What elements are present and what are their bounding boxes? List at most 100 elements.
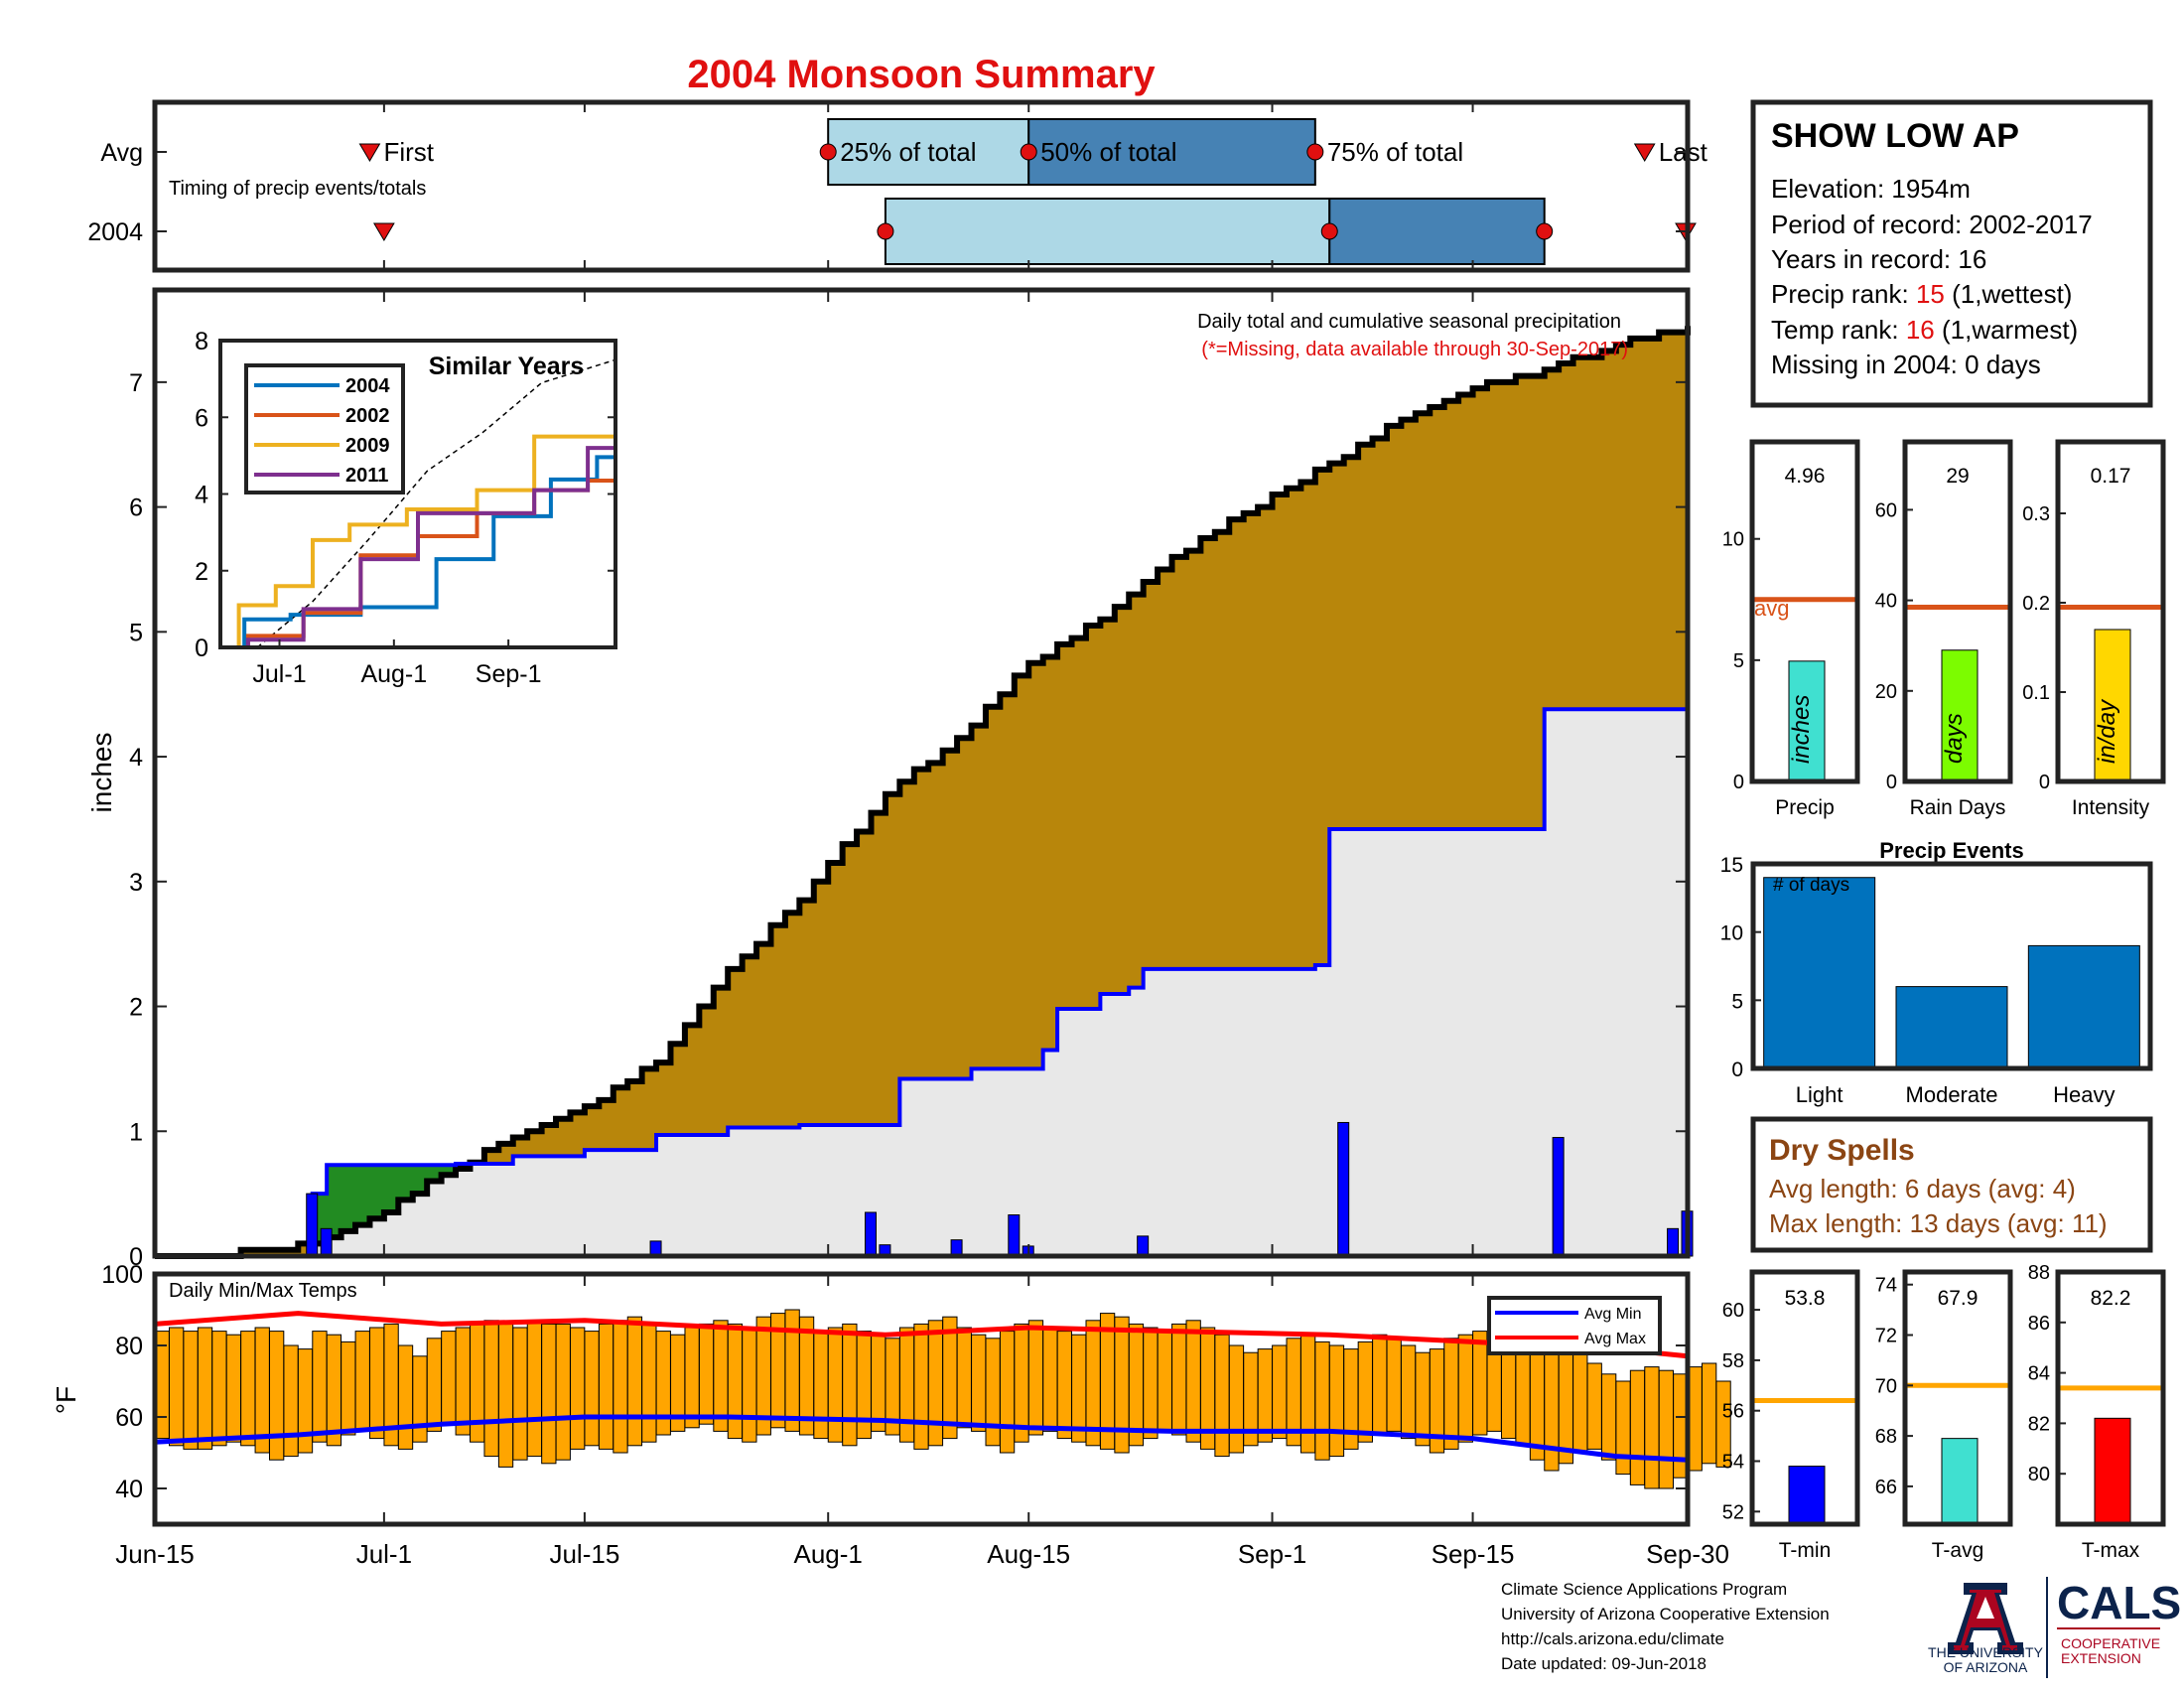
similar-years-inset: 0 2 4 6 8 Jul-1 Aug-1 Sep-1 Similar Years 2004 200…	[195, 328, 617, 688]
daily-temp-bar	[827, 1327, 844, 1443]
daily-temp-bar	[927, 1320, 944, 1447]
events-bar-light	[1763, 877, 1876, 1069]
stat-bar-precip	[1788, 660, 1826, 782]
dry-spells-max-length: Max length: 13 days (avg: 11)	[1769, 1208, 2108, 1238]
daily-temp-bar	[1328, 1344, 1345, 1458]
daily-temp-bar	[1014, 1323, 1029, 1443]
daily-temp-bar	[898, 1327, 915, 1443]
temps-legend-label: Avg Max	[1584, 1331, 1646, 1347]
stat-y-tick-label: 5	[1733, 650, 1744, 672]
timing-row-label: Avg	[100, 139, 143, 167]
daily-temp-bar	[1715, 1380, 1731, 1468]
temp-stat-panels: 52 54 56 58 60 53.8 T-min 66 68 70 72 74 67.9 T-avg 80…	[1722, 1262, 2166, 1562]
daily-temp-bar	[168, 1327, 185, 1447]
daily-temp-bar	[999, 1331, 1016, 1454]
stat-y-tick-label: 0	[2039, 772, 2050, 793]
temp-stat-y-tick-label: 66	[1875, 1477, 1897, 1498]
temps-frame	[152, 1271, 1691, 1527]
station-missing: Missing in 2004: 0 days	[1771, 350, 2041, 379]
temps-title: Daily Min/Max Temps	[169, 1280, 357, 1302]
daily-precip-bar	[320, 1227, 333, 1257]
daily-temp-bar	[1185, 1320, 1201, 1443]
daily-temp-bar	[555, 1323, 571, 1461]
timing-box-50-75	[1328, 198, 1546, 265]
daily-precip-bar	[306, 1193, 319, 1257]
date-tick-label: Jul-15	[549, 1539, 619, 1569]
inset-x-tick-label: Jul-1	[252, 660, 306, 688]
temp-stat-value-label: 82.2	[2091, 1287, 2131, 1310]
daily-temp-bar	[1171, 1323, 1187, 1436]
temp-stat-y-tick-label: 84	[2028, 1363, 2050, 1385]
cals-logo: CALS COOPERATIVE EXTENSION	[2057, 1577, 2181, 1666]
temp-stat-value-label: 53.8	[1785, 1287, 1826, 1310]
inset-frame	[218, 339, 617, 649]
timing-p50-label: 50% of total	[1040, 137, 1176, 167]
events-category-label: Light	[1796, 1082, 1843, 1107]
events-title: Precip Events	[1879, 838, 2024, 863]
university-of-arizona-logo: THE UNIVERSITY OF ARIZONA	[1928, 1583, 2044, 1675]
stat-avg-label: avg	[1754, 596, 1789, 621]
daily-temp-bar	[1314, 1340, 1330, 1461]
temp-stat-y-tick-label: 82	[2028, 1413, 2050, 1435]
daily-temp-bar	[397, 1344, 414, 1450]
daily-temp-bar	[283, 1344, 299, 1458]
stat-panel-frame	[1749, 439, 1860, 784]
daily-temp-bar	[813, 1331, 829, 1440]
main-y-tick-label: 2	[129, 994, 143, 1022]
daily-temp-bar	[1615, 1380, 1631, 1476]
daily-temp-bar	[1415, 1351, 1431, 1447]
daily-temp-bar	[1658, 1369, 1675, 1489]
timing-box-25-50	[827, 118, 1030, 186]
date-tick-label: Aug-15	[987, 1539, 1070, 1569]
daily-temp-bar	[1228, 1344, 1245, 1454]
daily-temp-bar	[412, 1355, 428, 1443]
inset-legend-label: 2004	[345, 375, 390, 397]
daily-temp-bar	[871, 1334, 887, 1432]
events-frame	[1750, 861, 2153, 1071]
daily-temp-bar	[1472, 1331, 1488, 1436]
temp-stat-name-label: T-avg	[1932, 1539, 1984, 1562]
daily-temp-bar	[1558, 1340, 1573, 1465]
daily-temp-bar	[441, 1331, 457, 1425]
timing-box-25-50	[884, 198, 1331, 265]
daily-temp-bar	[985, 1338, 1001, 1447]
daily-temp-bar	[727, 1323, 744, 1440]
daily-precip-bar	[1137, 1235, 1150, 1257]
temps-y-tick-label: 80	[115, 1333, 143, 1360]
station-elevation: Elevation: 1954m	[1771, 174, 1971, 204]
stat-y-tick-label: 0.3	[2022, 503, 2050, 525]
inset-y-tick-label: 6	[195, 404, 208, 432]
stat-value-label: 29	[1946, 465, 1969, 488]
temps-avg-min-line	[154, 1414, 1689, 1463]
inset-y-tick-label: 4	[195, 482, 208, 509]
main-y-tick-label: 1	[129, 1118, 143, 1146]
temp-stat-value-label: 67.9	[1938, 1287, 1979, 1310]
cals-logo-line2: EXTENSION	[2061, 1650, 2141, 1666]
daily-temp-bar	[541, 1323, 557, 1465]
timing-frame	[152, 99, 1691, 273]
daily-precip-bar	[1337, 1121, 1350, 1257]
daily-temp-bar	[570, 1327, 586, 1450]
daily-temp-bar	[641, 1323, 657, 1443]
daily-temp-bar	[684, 1327, 700, 1429]
daily-temp-bar	[354, 1331, 370, 1432]
events-bar-moderate	[1895, 986, 2008, 1069]
daily-temp-bar	[1400, 1344, 1417, 1440]
daily-temp-bar	[312, 1331, 328, 1443]
daily-temp-bar	[1443, 1338, 1459, 1450]
stat-unit-label: in/day	[2094, 698, 2120, 764]
date-tick-label: Aug-1	[794, 1539, 863, 1569]
stat-unit-label: days	[1941, 713, 1968, 764]
stat-y-tick-label: 20	[1875, 681, 1897, 703]
timing-last-marker	[1633, 143, 1656, 162]
date-tick-label: Sep-30	[1646, 1539, 1729, 1569]
inset-x-tick-label: Aug-1	[360, 660, 427, 688]
events-category-label: Moderate	[1906, 1082, 1998, 1107]
daily-temp-bar	[211, 1331, 227, 1447]
stat-value-label: 0.17	[2091, 465, 2131, 488]
date-tick-label: Sep-1	[1238, 1539, 1306, 1569]
daily-temp-bar	[1027, 1320, 1044, 1436]
temps-legend-box	[1487, 1296, 1662, 1355]
stat-y-tick-label: 0.2	[2022, 593, 2050, 615]
temp-stat-frame	[2055, 1269, 2166, 1527]
